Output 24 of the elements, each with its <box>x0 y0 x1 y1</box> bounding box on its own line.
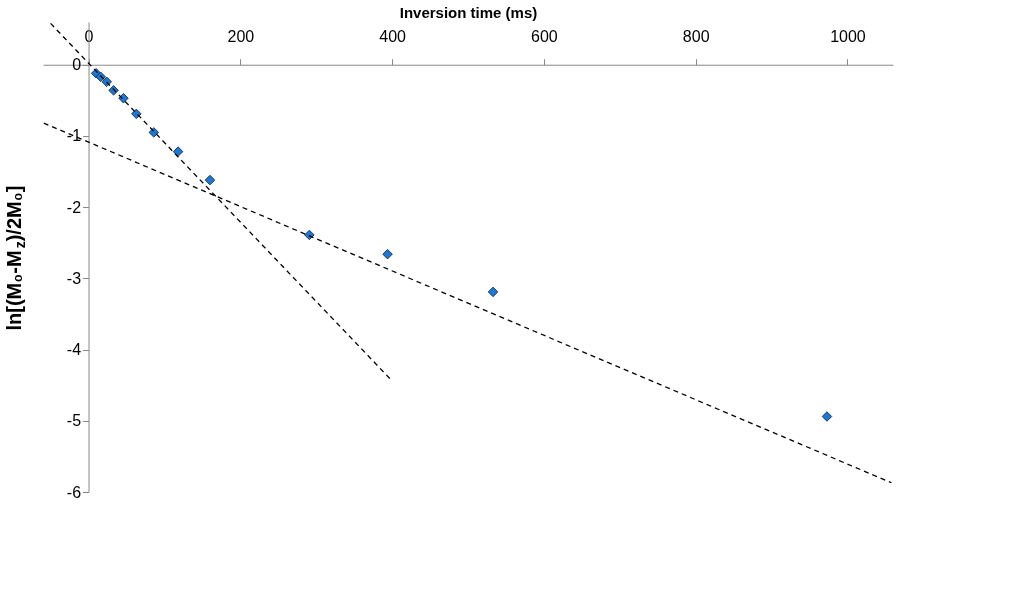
point <box>172 146 184 157</box>
y-tick-label: -3 <box>66 269 82 287</box>
point <box>304 229 315 241</box>
point <box>487 286 499 298</box>
y-tick-label: -5 <box>66 412 82 430</box>
x-tick-label: 200 <box>227 28 255 46</box>
y-tick-label: -6 <box>66 483 82 501</box>
x-tick-label: 0 <box>84 28 94 46</box>
y-axis-title: ln[(M₀-Mz)/2M₀] <box>3 185 28 331</box>
x-tick-label: 800 <box>682 28 710 46</box>
point <box>131 108 142 120</box>
point <box>382 248 393 260</box>
x-tick-label: 1000 <box>830 28 866 46</box>
y-tick-label: -1 <box>66 127 82 145</box>
x-axis-title: Inversion time (ms) <box>399 4 538 22</box>
point <box>204 174 216 186</box>
y-tick-label: -2 <box>66 198 82 216</box>
point <box>101 76 112 88</box>
x-tick-label: 600 <box>531 28 558 46</box>
point <box>118 92 129 104</box>
point <box>821 411 833 422</box>
y-tick-label: -4 <box>66 341 82 359</box>
y-tick-label: 0 <box>72 56 82 74</box>
x-tick-label: 400 <box>379 28 407 46</box>
